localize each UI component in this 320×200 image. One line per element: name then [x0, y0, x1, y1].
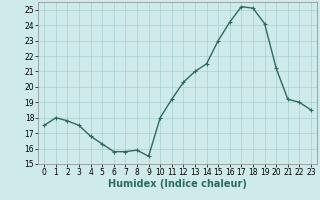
X-axis label: Humidex (Indice chaleur): Humidex (Indice chaleur)	[108, 179, 247, 189]
